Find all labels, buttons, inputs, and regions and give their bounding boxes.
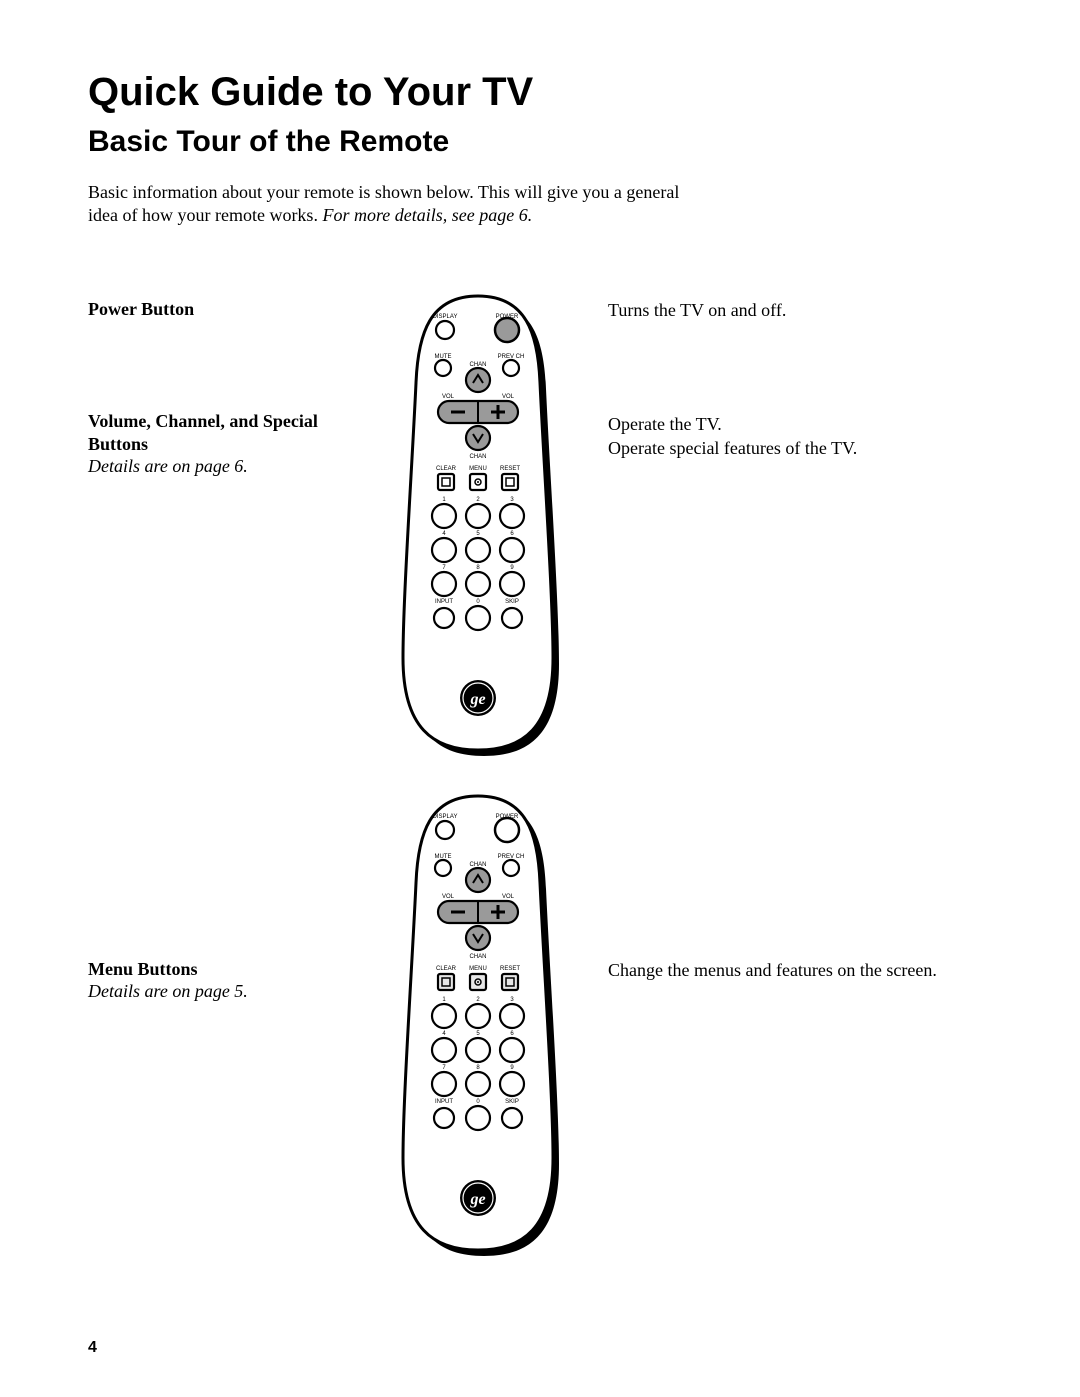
- svg-text:CLEAR: CLEAR: [436, 966, 457, 972]
- right-column-2: Change the menus and features on the scr…: [578, 788, 992, 1258]
- svg-text:SKIP: SKIP: [505, 599, 519, 605]
- remote-svg: DISPLAYPOWERMUTEPREV CHCHANVOLVOLCHANCLE…: [388, 788, 568, 1258]
- page-subtitle: Basic Tour of the Remote: [88, 125, 992, 159]
- svg-text:DISPLAY: DISPLAY: [433, 314, 458, 320]
- manual-page: Quick Guide to Your TV Basic Tour of the…: [0, 0, 1080, 1397]
- left-column-1: Power Button Volume, Channel, and Specia…: [88, 288, 378, 758]
- page-title: Quick Guide to Your TV: [88, 70, 992, 115]
- svg-text:CHAN: CHAN: [469, 954, 486, 960]
- power-button-heading: Power Button: [88, 298, 368, 321]
- page-number: 4: [88, 1339, 97, 1357]
- svg-text:DISPLAY: DISPLAY: [433, 814, 458, 820]
- svg-text:INPUT: INPUT: [435, 599, 453, 605]
- vol-chan-desc-2: Operate special features of the TV.: [608, 436, 992, 460]
- svg-text:ge: ge: [469, 1191, 485, 1208]
- svg-text:INPUT: INPUT: [435, 1099, 453, 1105]
- remote-diagram-2: DISPLAYPOWERMUTEPREV CHCHANVOLVOLCHANCLE…: [378, 788, 578, 1258]
- svg-text:VOL: VOL: [442, 394, 455, 400]
- intro-paragraph: Basic information about your remote is s…: [88, 181, 708, 228]
- power-button-desc: Turns the TV on and off.: [608, 298, 992, 322]
- remote-diagram-1: DISPLAYPOWERMUTEPREV CHCHANVOLVOLCHANCLE…: [378, 288, 578, 758]
- menu-buttons-details: Details are on page 5.: [88, 980, 368, 1003]
- left-column-2: Menu Buttons Details are on page 5.: [88, 788, 378, 1258]
- svg-text:VOL: VOL: [502, 394, 515, 400]
- svg-text:RESET: RESET: [500, 466, 520, 472]
- svg-text:SKIP: SKIP: [505, 1099, 519, 1105]
- remote-svg: DISPLAYPOWERMUTEPREV CHCHANVOLVOLCHANCLE…: [388, 288, 568, 758]
- vol-chan-heading: Volume, Channel, and Special Buttons: [88, 410, 368, 455]
- svg-text:VOL: VOL: [502, 894, 515, 900]
- section-remote-1: Power Button Volume, Channel, and Specia…: [88, 288, 992, 758]
- svg-text:RESET: RESET: [500, 966, 520, 972]
- vol-chan-details: Details are on page 6.: [88, 455, 368, 478]
- right-column-1: Turns the TV on and off. Operate the TV.…: [578, 288, 992, 758]
- menu-buttons-heading: Menu Buttons: [88, 958, 368, 981]
- svg-text:CLEAR: CLEAR: [436, 466, 457, 472]
- svg-text:MENU: MENU: [469, 466, 487, 472]
- svg-text:CHAN: CHAN: [469, 454, 486, 460]
- intro-italic: For more details, see page 6.: [322, 205, 532, 225]
- section-remote-2: Menu Buttons Details are on page 5. DISP…: [88, 788, 992, 1258]
- menu-buttons-desc: Change the menus and features on the scr…: [608, 958, 992, 982]
- svg-text:ge: ge: [469, 691, 485, 708]
- svg-text:MENU: MENU: [469, 966, 487, 972]
- svg-text:VOL: VOL: [442, 894, 455, 900]
- vol-chan-desc-1: Operate the TV.: [608, 412, 992, 436]
